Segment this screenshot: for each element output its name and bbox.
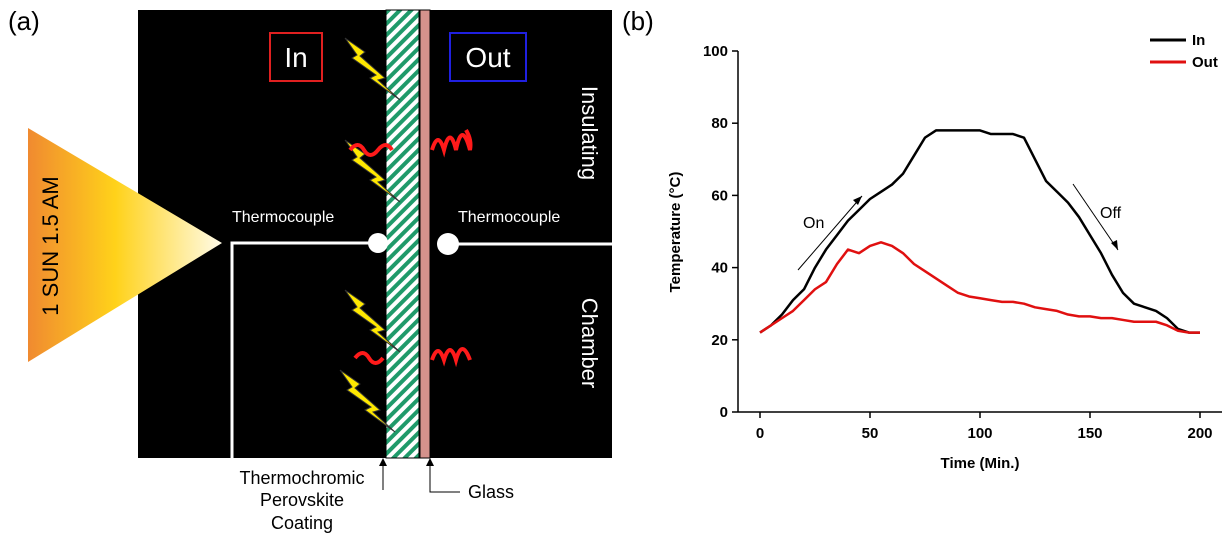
glass-label: Glass bbox=[468, 482, 514, 502]
sun bbox=[28, 128, 222, 362]
sun-label: 1 SUN 1.5 AM bbox=[38, 176, 63, 315]
thermocouple-label: Thermocouple bbox=[458, 209, 560, 226]
out-label: Out bbox=[465, 42, 510, 73]
y-tick-label: 60 bbox=[711, 187, 728, 204]
annotation-arrow bbox=[797, 195, 863, 271]
x-tick-label: 150 bbox=[1077, 425, 1102, 442]
y-tick-label: 100 bbox=[703, 43, 728, 60]
x-tick-label: 50 bbox=[862, 425, 879, 442]
x-tick-label: 200 bbox=[1187, 425, 1212, 442]
lightning bbox=[339, 37, 401, 433]
pointer bbox=[429, 462, 460, 493]
legend-label: In bbox=[1192, 32, 1205, 49]
in-label: In bbox=[284, 42, 307, 73]
annotation-arrow bbox=[1072, 183, 1119, 251]
chart: (b) Time (Min.) Temperature (°C) On Off … bbox=[622, 6, 1222, 472]
x-tick-label: 0 bbox=[756, 425, 764, 442]
series-line bbox=[759, 129, 1200, 334]
glass bbox=[419, 9, 431, 459]
pointer bbox=[379, 458, 387, 466]
y-tick-label: 40 bbox=[711, 260, 728, 277]
panel-label: (a) bbox=[8, 6, 40, 36]
chamber-label: Insulating bbox=[577, 86, 602, 180]
coating-label: Thermochromic bbox=[239, 468, 364, 488]
series-line bbox=[759, 241, 1200, 334]
panel-label: (b) bbox=[622, 6, 654, 36]
diagram: (a) 1 SUN 1.5 AM In Out Thermocouple The… bbox=[8, 6, 645, 533]
y-tick-label: 80 bbox=[711, 115, 728, 132]
annotation: On bbox=[803, 215, 824, 232]
chamber-label: Chamber bbox=[577, 298, 602, 388]
annotation-arrow bbox=[853, 196, 862, 205]
wire bbox=[230, 241, 378, 458]
x-tick-label: 100 bbox=[967, 425, 992, 442]
y-tick-label: 20 bbox=[711, 332, 728, 349]
legend-label: Out bbox=[1192, 54, 1218, 71]
pointer bbox=[426, 458, 434, 466]
thermocouple-label: Thermocouple bbox=[232, 209, 334, 226]
heat-waves bbox=[348, 128, 473, 368]
y-tick-label: 0 bbox=[720, 404, 728, 421]
coating-label: Perovskite bbox=[260, 490, 344, 510]
probe bbox=[437, 233, 459, 255]
annotation-arrow bbox=[1111, 240, 1118, 250]
y-axis-label: Temperature (°C) bbox=[667, 172, 684, 293]
in-box bbox=[269, 32, 323, 82]
probe bbox=[368, 233, 388, 253]
x-axis-label: Time (Min.) bbox=[941, 455, 1020, 472]
coating bbox=[385, 9, 420, 459]
out-box bbox=[449, 32, 527, 82]
annotation: Off bbox=[1100, 205, 1122, 222]
coating-label: Coating bbox=[271, 513, 333, 533]
